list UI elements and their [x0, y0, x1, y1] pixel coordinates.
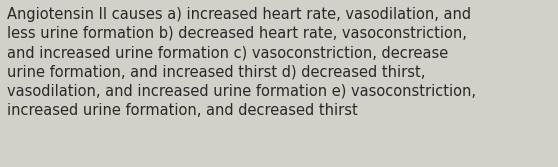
Text: Angiotensin II causes a) increased heart rate, vasodilation, and
less urine form: Angiotensin II causes a) increased heart… — [7, 7, 477, 118]
